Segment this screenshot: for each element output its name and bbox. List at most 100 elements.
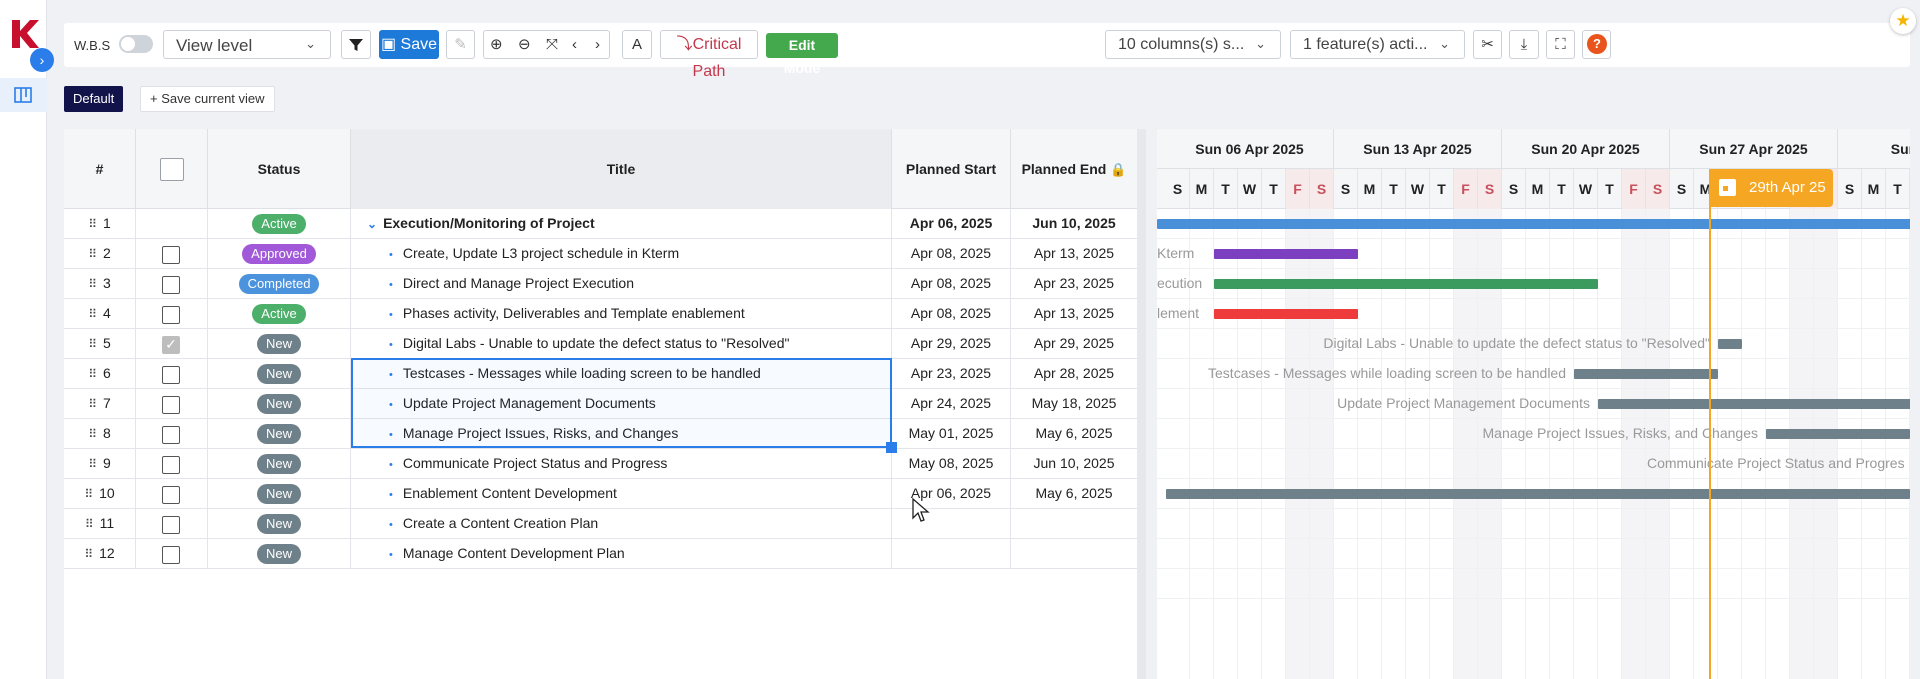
table-row[interactable]: ⠿ 1 Active ⌄ Execution/Monitoring of Project… (64, 209, 1137, 239)
planned-end-cell[interactable]: Jun 10, 2025 (1032, 215, 1116, 231)
filter-button[interactable] (341, 30, 371, 59)
table-row[interactable]: ⠿ 4 Active • Phases activity, Deliverables a… (64, 299, 1137, 329)
table-row[interactable]: ⠿ 7 New • Update Project Management Document… (64, 389, 1137, 419)
cut-button[interactable]: ✂ (1473, 30, 1502, 59)
table-row[interactable]: ⠿ 8 New • Manage Project Issues, Risks, and … (64, 419, 1137, 449)
view-level-select[interactable]: View level ⌄ (163, 30, 331, 59)
status-cell[interactable]: Completed (208, 269, 351, 299)
row-number-cell[interactable]: ⠿ 1 (64, 209, 136, 239)
column-header-planned-start[interactable]: Planned Start (892, 129, 1011, 209)
sidebar-item-board[interactable] (0, 78, 47, 112)
table-row[interactable]: ⠿ 9 New • Communicate Project Status and Pro… (64, 449, 1137, 479)
title-cell[interactable]: • Manage Content Development Plan (351, 539, 892, 569)
table-row[interactable]: ⠿ 11 New • Create a Content Creation Plan (64, 509, 1137, 539)
selection-fill-handle[interactable] (886, 442, 897, 453)
zoom-out-icon[interactable]: ⊖ (518, 36, 531, 53)
fit-screen-icon[interactable]: ⤧ (546, 36, 559, 53)
sidebar-expand-button[interactable]: › (30, 48, 54, 72)
row-checkbox[interactable] (162, 456, 180, 474)
row-number-cell[interactable]: ⠿ 3 (64, 269, 136, 299)
planned-start-cell[interactable] (892, 509, 1011, 539)
drag-handle-icon[interactable]: ⠿ (88, 427, 97, 441)
edit-button[interactable]: ✎ (446, 30, 475, 59)
planned-start-cell[interactable]: May 08, 2025 (892, 449, 1011, 479)
drag-handle-icon[interactable]: ⠿ (88, 307, 97, 321)
planned-end-cell[interactable]: Apr 13, 2025 (1033, 305, 1115, 321)
row-checkbox[interactable] (162, 306, 180, 324)
status-cell[interactable]: New (208, 509, 351, 539)
table-row[interactable]: ⠿ 12 New • Manage Content Development Plan (64, 539, 1137, 569)
planned-start-cell[interactable]: Apr 08, 2025 (892, 269, 1011, 299)
drag-handle-icon[interactable]: ⠿ (88, 247, 97, 261)
drag-handle-icon[interactable]: ⠿ (84, 547, 93, 561)
column-header-planned-end[interactable]: Planned End 🔒 (1011, 129, 1137, 209)
table-row[interactable]: ⠿ 6 New • Testcases - Messages while loading… (64, 359, 1137, 389)
planned-end-cell[interactable] (1011, 509, 1137, 539)
title-cell[interactable]: • Create, Update L3 project schedule in K… (351, 239, 892, 269)
row-checkbox[interactable] (162, 366, 180, 384)
drag-handle-icon[interactable]: ⠿ (88, 457, 97, 471)
row-checkbox[interactable]: ✓ (162, 336, 180, 354)
planned-end-cell[interactable]: May 6, 2025 (1035, 425, 1113, 441)
row-checkbox[interactable] (162, 486, 180, 504)
planned-start-cell[interactable]: Apr 23, 2025 (892, 359, 1011, 389)
fullscreen-button[interactable]: ⛶ (1546, 30, 1575, 59)
app-logo[interactable] (10, 18, 40, 50)
status-cell[interactable]: New (208, 449, 351, 479)
chevron-down-icon[interactable]: ⌄ (367, 217, 378, 231)
row-checkbox[interactable] (162, 276, 180, 294)
status-cell[interactable]: New (208, 359, 351, 389)
planned-end-cell[interactable]: May 6, 2025 (1035, 485, 1113, 501)
title-cell[interactable]: • Update Project Management Documents (351, 389, 892, 419)
row-number-cell[interactable]: ⠿ 6 (64, 359, 136, 389)
title-cell[interactable]: • Testcases - Messages while loading scre… (351, 359, 892, 389)
title-cell[interactable]: • Enablement Content Development (351, 479, 892, 509)
title-cell[interactable]: • Manage Project Issues, Risks, and Chang… (351, 419, 892, 449)
row-checkbox[interactable] (162, 396, 180, 414)
row-number-cell[interactable]: ⠿ 4 (64, 299, 136, 329)
row-number-cell[interactable]: ⠿ 5 (64, 329, 136, 359)
planned-end-cell[interactable]: Apr 28, 2025 (1033, 365, 1115, 381)
title-cell[interactable]: • Phases activity, Deliverables and Templ… (351, 299, 892, 329)
row-number-cell[interactable]: ⠿ 2 (64, 239, 136, 269)
gantt-bar[interactable] (1766, 429, 1910, 439)
planned-start-cell[interactable]: Apr 24, 2025 (892, 389, 1011, 419)
save-current-view-button[interactable]: + Save current view (140, 86, 275, 112)
planned-start-cell[interactable]: Apr 08, 2025 (892, 299, 1011, 329)
scroll-left-icon[interactable]: ‹ (572, 36, 577, 53)
view-default-tab[interactable]: Default (64, 86, 124, 112)
save-button[interactable]: ▣ Save (379, 30, 439, 59)
row-number-cell[interactable]: ⠿ 9 (64, 449, 136, 479)
gantt-bar[interactable] (1214, 249, 1358, 259)
status-cell[interactable]: New (208, 419, 351, 449)
row-checkbox[interactable] (162, 426, 180, 444)
gantt-bar[interactable] (1718, 339, 1742, 349)
edit-mode-button[interactable]: Edit Mode (766, 33, 838, 76)
drag-handle-icon[interactable]: ⠿ (88, 217, 97, 231)
scroll-right-icon[interactable]: › (595, 36, 600, 53)
gantt-bar[interactable] (1157, 219, 1910, 229)
status-cell[interactable]: Approved (208, 239, 351, 269)
download-button[interactable]: ⤓ (1509, 30, 1539, 59)
planned-end-cell[interactable]: Apr 23, 2025 (1033, 275, 1115, 291)
planned-start-cell[interactable]: Apr 06, 2025 (892, 209, 1011, 239)
spell-check-button[interactable]: A (622, 30, 652, 59)
row-checkbox[interactable] (162, 246, 180, 264)
planned-start-cell[interactable] (892, 539, 1011, 569)
gantt-bar[interactable] (1214, 279, 1598, 289)
title-cell[interactable]: • Communicate Project Status and Progress (351, 449, 892, 479)
column-header-status[interactable]: Status (208, 129, 351, 209)
planned-end-cell[interactable]: Apr 13, 2025 (1033, 245, 1115, 261)
drag-handle-icon[interactable]: ⠿ (88, 277, 97, 291)
select-all-checkbox[interactable] (160, 158, 184, 181)
zoom-in-icon[interactable]: ⊕ (490, 36, 503, 53)
status-cell[interactable]: New (208, 389, 351, 419)
planned-end-cell[interactable]: Jun 10, 2025 (1033, 455, 1115, 471)
drag-handle-icon[interactable]: ⠿ (88, 367, 97, 381)
planned-start-cell[interactable]: May 01, 2025 (892, 419, 1011, 449)
status-cell[interactable]: New (208, 479, 351, 509)
row-checkbox[interactable] (162, 546, 180, 564)
row-number-cell[interactable]: ⠿ 11 (64, 509, 136, 539)
planned-end-cell[interactable]: May 18, 2025 (1031, 395, 1117, 411)
status-cell[interactable]: Active (208, 209, 351, 239)
